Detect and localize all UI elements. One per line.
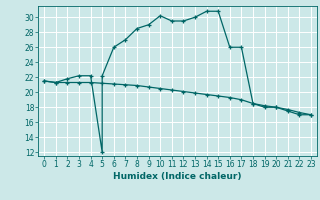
- X-axis label: Humidex (Indice chaleur): Humidex (Indice chaleur): [113, 172, 242, 181]
